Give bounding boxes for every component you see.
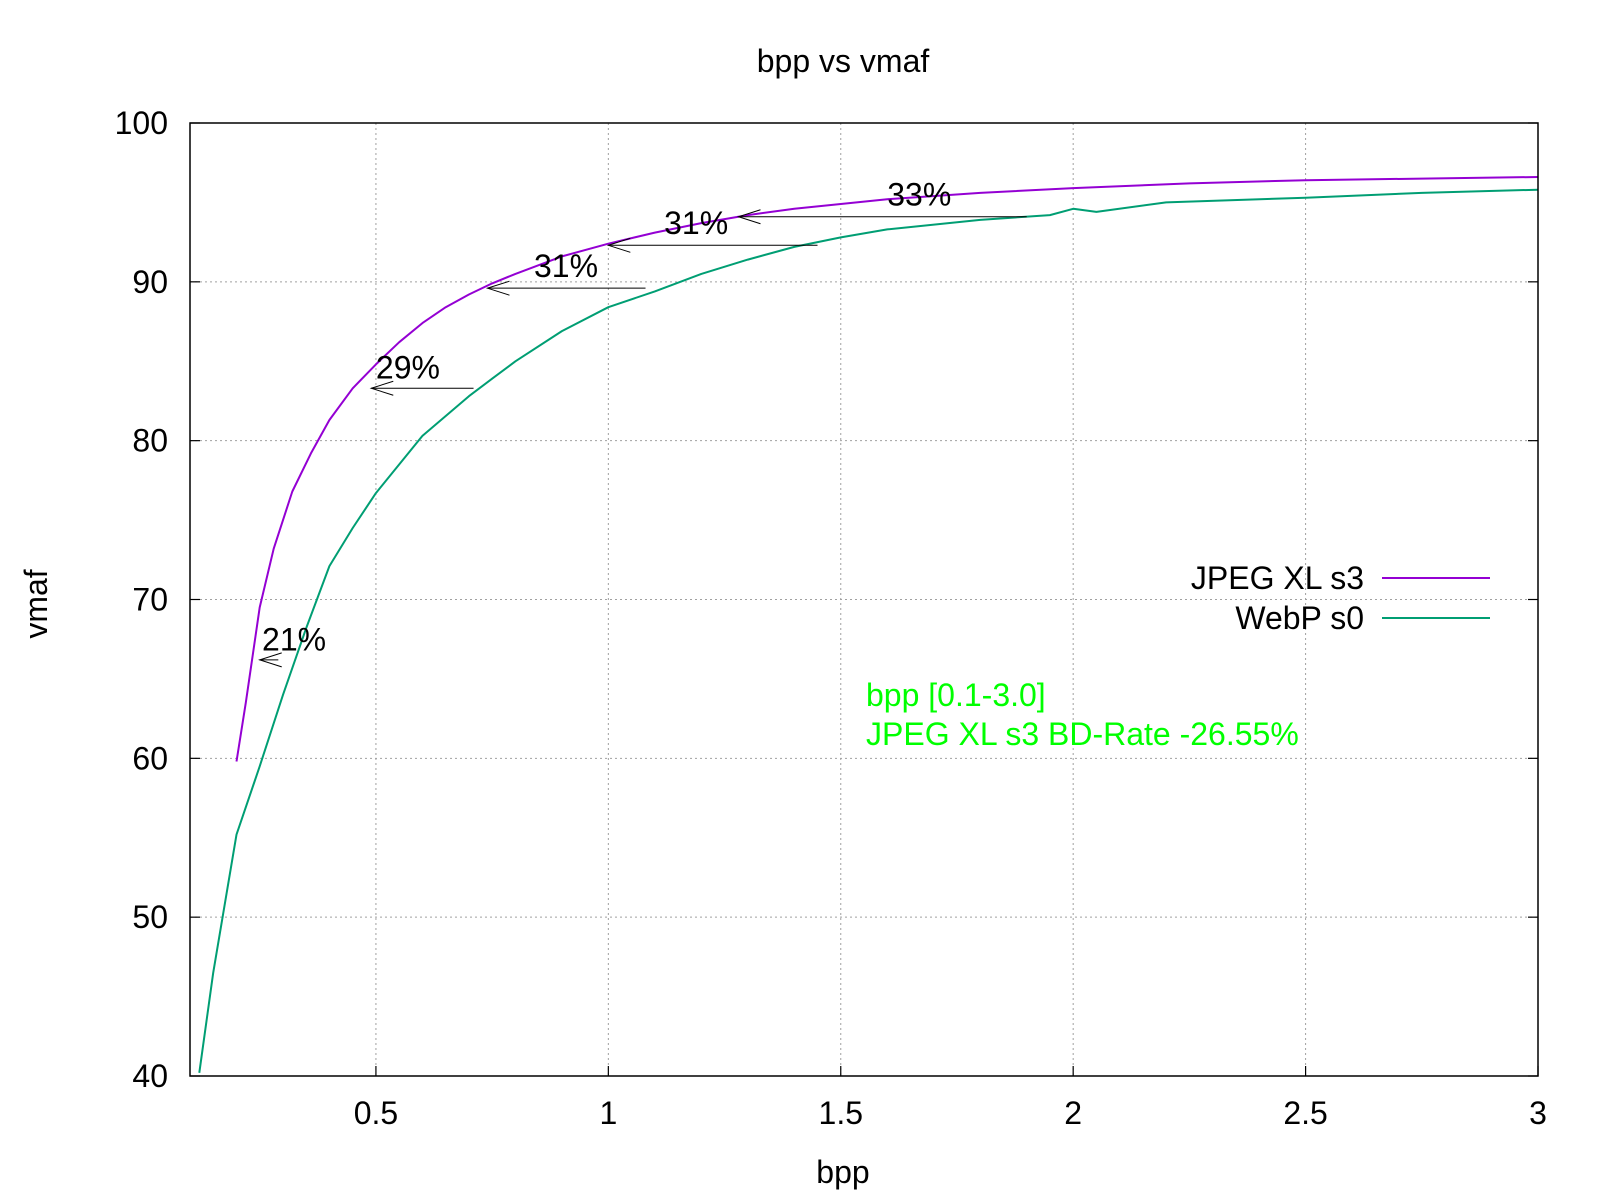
annotation-arrowhead (369, 380, 394, 396)
y-tick-label: 80 (132, 423, 168, 459)
annotation-arrowhead (258, 652, 282, 668)
y-tick-label: 60 (132, 740, 168, 776)
y-tick-label: 90 (132, 264, 168, 300)
x-tick-label: 3 (1529, 1095, 1547, 1131)
annotation-label: 31% (534, 248, 598, 284)
x-tick-label: 1.5 (819, 1095, 863, 1131)
axis-ticks: 0.5 1 1.5 2 2.5 3 40 50 60 70 80 90 100 (115, 105, 1547, 1131)
note-bd-rate: JPEG XL s3 BD-Rate -26.55% (866, 716, 1299, 752)
y-tick-label: 50 (132, 899, 168, 935)
annotation-label: 21% (262, 621, 326, 657)
plot-frame (189, 122, 1539, 1077)
note-bpp-range: bpp [0.1-3.0] (866, 677, 1046, 713)
annotation-label: 31% (664, 205, 728, 241)
legend: JPEG XL s3 WebP s0 (1191, 560, 1490, 636)
y-axis-label: vmaf (18, 569, 54, 638)
legend-label-webp: WebP s0 (1235, 600, 1364, 636)
chart-title: bpp vs vmaf (757, 43, 930, 79)
y-tick-label: 70 (132, 582, 168, 618)
series-line-jpegxl (235, 176, 1539, 762)
x-tick-label: 2 (1064, 1095, 1082, 1131)
annotation-label: 29% (376, 350, 440, 386)
grid-lines (190, 123, 1538, 1076)
annotation-arrowhead (736, 209, 761, 225)
series-lines (198, 176, 1539, 1073)
annotation-arrowhead (485, 280, 510, 296)
x-tick-label: 0.5 (354, 1095, 398, 1131)
x-axis-label: bpp (816, 1154, 869, 1190)
x-tick-label: 1 (599, 1095, 617, 1131)
annotation-arrowhead (606, 237, 631, 253)
y-tick-label: 100 (115, 105, 168, 141)
legend-label-jpegxl: JPEG XL s3 (1191, 560, 1364, 596)
annotation-label: 33% (887, 177, 951, 213)
series-line-webp (198, 188, 1539, 1073)
y-tick-label: 40 (132, 1058, 168, 1094)
improvement-annotations: 21% 29% 31% 31% 33% (258, 177, 1027, 668)
x-tick-label: 2.5 (1283, 1095, 1327, 1131)
